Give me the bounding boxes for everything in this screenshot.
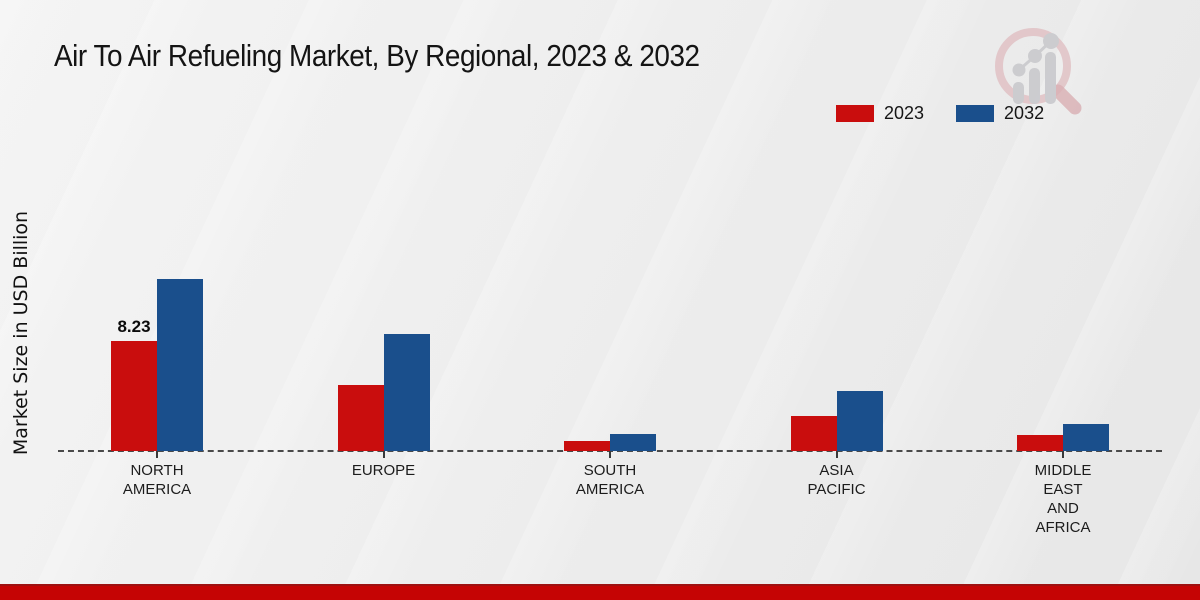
x-axis-tick-europe: [382, 451, 385, 458]
bar-2023-europe: [337, 385, 384, 451]
chart-title: Air To Air Refueling Market, By Regional…: [54, 38, 700, 73]
legend-swatch-2032: [956, 105, 995, 122]
footer-accent-bar: [0, 584, 1200, 600]
legend-swatch-2023: [836, 105, 874, 122]
bar-2032-asia-pacific: [836, 391, 883, 451]
legend-item-2023: 2023: [836, 103, 924, 124]
legend-item-2032: 2032: [956, 103, 1044, 124]
bar-2032-north-america: [157, 279, 203, 451]
bar-2032-middle-east-and-africa: [1063, 424, 1109, 451]
legend-label-2023: 2023: [884, 103, 925, 123]
x-axis-tick-north-america: [156, 451, 158, 458]
bar-2032-europe: [383, 334, 430, 451]
x-axis-label-south-america: SOUTH AMERICA: [575, 462, 645, 498]
x-axis-tick-middle-east-and-africa: [1062, 451, 1064, 458]
x-axis-tick-south-america: [609, 451, 611, 458]
market-research-logo-watermark: [995, 28, 1082, 115]
data-label-2023-north-america: 8.23: [117, 317, 151, 336]
bar-2023-middle-east-and-africa: [1017, 435, 1063, 451]
bar-2023-north-america: [111, 341, 157, 451]
x-axis-label-middle-east-and-africa: MIDDLE EAST AND AFRICA: [1034, 462, 1092, 536]
x-axis-label-asia-pacific: ASIA PACIFIC: [807, 462, 866, 498]
bar-2032-south-america: [610, 434, 656, 451]
legend-label-2032: 2032: [1004, 103, 1045, 123]
x-axis-tick-asia-pacific: [835, 451, 838, 458]
bar-2023-asia-pacific: [790, 416, 837, 451]
y-axis-label: Market Size in USD Billion: [10, 210, 32, 456]
legend: 2023 2032: [836, 103, 1044, 124]
x-axis-label-europe: EUROPE: [351, 462, 416, 479]
bar-2023-south-america: [564, 441, 610, 451]
x-axis-label-north-america: NORTH AMERICA: [122, 462, 192, 498]
